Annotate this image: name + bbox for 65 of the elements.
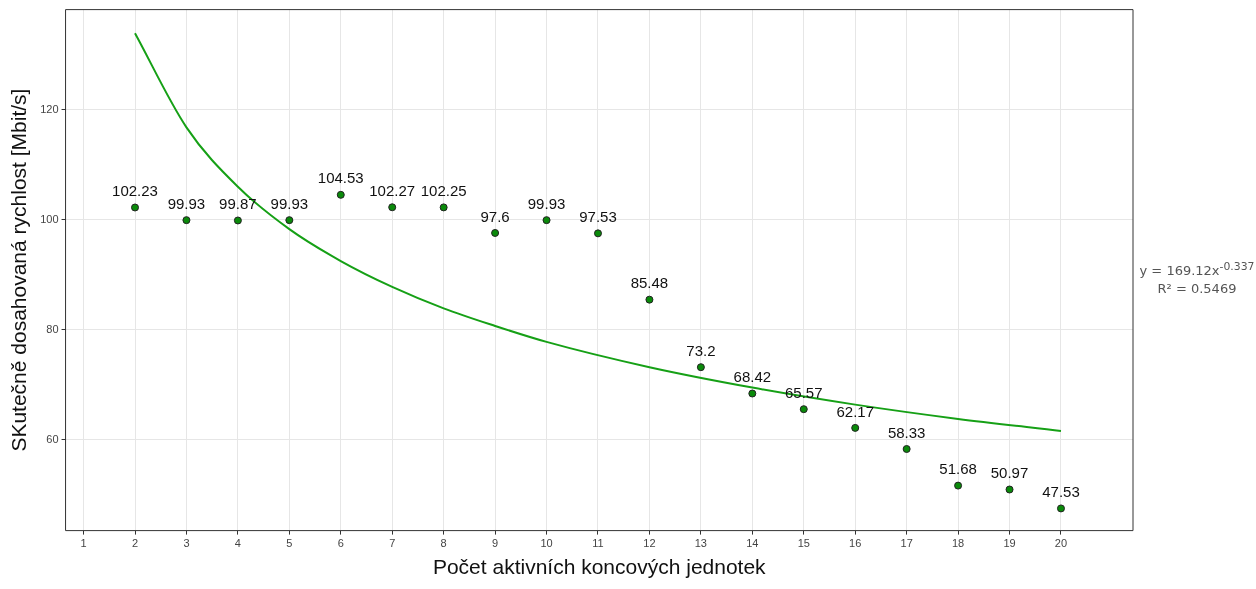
x-tick-label: 7 — [389, 537, 396, 550]
x-tick-label: 20 — [1054, 537, 1068, 550]
data-label: 62.17 — [836, 402, 874, 420]
x-tick-label: 5 — [286, 537, 293, 550]
x-tick-label: 14 — [746, 537, 759, 550]
data-label: 47.53 — [1042, 483, 1080, 501]
point — [748, 389, 757, 398]
point — [696, 363, 705, 372]
point — [336, 190, 345, 199]
data-label: 104.53 — [317, 169, 364, 187]
data-label: 58.33 — [887, 423, 926, 441]
point — [491, 228, 500, 237]
y-tick-label: 80 — [46, 322, 59, 335]
y-tick-label: 100 — [40, 212, 59, 225]
point — [902, 445, 911, 454]
point — [285, 216, 294, 225]
data-label: 102.23 — [112, 182, 158, 200]
data-label: 73.2 — [686, 341, 716, 359]
data-label: 97.6 — [480, 207, 510, 225]
point — [388, 203, 397, 212]
x-tick-label: 2 — [131, 537, 139, 550]
x-axis-title: Počet aktivních koncových jednotek — [432, 555, 767, 579]
data-label: 102.27 — [369, 181, 416, 199]
x-tick-label: 11 — [592, 537, 604, 550]
point — [1005, 485, 1014, 494]
x-tick-label: 17 — [900, 537, 913, 550]
y-axis-title: SKutečně dosahovaná rychlost [Mbit/s] — [7, 88, 31, 452]
data-label: 85.48 — [630, 274, 669, 292]
point — [954, 481, 963, 490]
point — [799, 405, 808, 414]
point — [645, 295, 654, 304]
x-tick-label: 3 — [183, 537, 190, 550]
point — [131, 203, 139, 212]
y-tick-label: 120 — [40, 102, 59, 115]
text: y = 169.12x$^{-0.337}$ — [1138, 259, 1256, 281]
point — [439, 203, 448, 212]
point — [182, 216, 191, 225]
y-tick-label: 60 — [46, 432, 59, 445]
data-label: 50.97 — [990, 464, 1029, 482]
x-tick-label: 10 — [540, 537, 553, 550]
point — [851, 423, 860, 432]
x-tick-label: 9 — [492, 537, 499, 550]
text: R² = 0.5469 — [1156, 280, 1238, 299]
x-tick-label: 6 — [337, 537, 344, 550]
data-label: 99.93 — [270, 194, 309, 212]
data-label: 68.42 — [733, 368, 772, 386]
x-tick-label: 8 — [440, 537, 447, 550]
x-tick-label: 19 — [1003, 537, 1016, 550]
x-tick-label: 15 — [797, 537, 810, 550]
data-label: 99.87 — [219, 195, 257, 213]
point — [233, 216, 242, 225]
point — [1056, 504, 1065, 513]
point — [593, 229, 602, 238]
data-label: 99.93 — [167, 194, 206, 212]
data-label: 102.25 — [420, 182, 467, 200]
data-label: 51.68 — [939, 460, 977, 478]
x-tick-label: 4 — [234, 537, 241, 550]
x-tick-label: 16 — [849, 537, 862, 550]
point — [542, 216, 551, 225]
x-tick-label: 12 — [643, 537, 656, 550]
x-tick-label: 1 — [80, 537, 87, 550]
data-label: 97.53 — [579, 207, 617, 225]
x-tick-label: 18 — [951, 537, 965, 550]
x-tick-label: 13 — [694, 537, 707, 550]
data-label: 99.93 — [527, 194, 566, 212]
